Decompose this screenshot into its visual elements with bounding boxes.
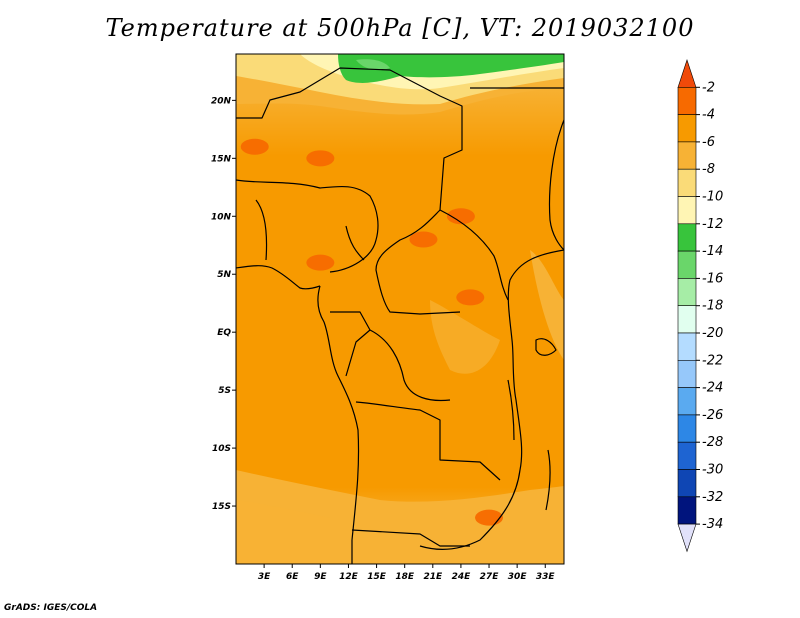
lon-tick-label: 6E xyxy=(286,572,299,582)
colorbar-label: -4 xyxy=(702,108,715,123)
lat-tick-label: 10S xyxy=(212,444,231,454)
border-drc xyxy=(369,329,451,402)
colorbar-label: -18 xyxy=(702,299,723,314)
lon-tick-label: 24E xyxy=(452,572,472,582)
lake-victoria xyxy=(535,338,557,356)
border-south xyxy=(351,529,470,547)
warm-spot xyxy=(446,208,475,225)
band-southwest xyxy=(236,500,330,564)
warm-spot xyxy=(456,289,485,306)
lat-tick-label: 15S xyxy=(212,502,231,512)
warm-spot xyxy=(306,254,335,271)
border-sudan xyxy=(439,209,509,301)
colorbar-box xyxy=(677,441,697,470)
lat-tick-label: 10N xyxy=(211,212,232,222)
colorbar-box xyxy=(677,387,697,416)
band-minus14 xyxy=(338,54,564,83)
colorbar-labels: -2 -4 -6 -8 -10 -12 -14 -16 -18 -20 -22 -24 -26 -28 -3… xyxy=(696,80,723,532)
band-central-minus8 xyxy=(430,300,500,374)
colorbar-label: -16 xyxy=(702,271,723,286)
border-benin xyxy=(255,199,268,261)
lat-tick-label: 20N xyxy=(211,96,232,106)
border-north xyxy=(236,67,463,211)
warm-anomalies xyxy=(240,138,504,526)
lon-tick-label: 15E xyxy=(367,572,387,582)
colorbar-label: -2 xyxy=(702,80,715,95)
colorbar-box xyxy=(677,141,697,170)
border-east xyxy=(419,249,564,550)
colorbar-box xyxy=(677,305,697,334)
colorbar-label: -28 xyxy=(702,435,723,450)
lat-tick-label: 5N xyxy=(217,270,231,280)
lat-tick-label: 5S xyxy=(218,386,231,396)
colorbar-label: -22 xyxy=(702,353,723,368)
lat-tick-label: EQ xyxy=(217,328,231,338)
colorbar-label: -8 xyxy=(702,162,715,177)
coastline-red-sea xyxy=(548,119,564,251)
coastline-gulf-of-guinea xyxy=(236,265,321,290)
colorbar-box xyxy=(677,359,697,388)
border-cameroon xyxy=(345,225,365,261)
lon-tick-label: 30E xyxy=(508,572,528,582)
lon-tick-label: 9E xyxy=(314,572,327,582)
colorbar-label: -34 xyxy=(702,517,723,532)
colorbar-box xyxy=(677,414,697,443)
colorbar-label: -30 xyxy=(702,463,723,478)
border-car xyxy=(375,209,461,315)
lon-tick-label: 3E xyxy=(258,572,271,582)
colorbar-box xyxy=(677,469,697,498)
colorbar-label: -14 xyxy=(702,244,723,259)
colorbar-box xyxy=(677,250,697,279)
colorbar-label: -32 xyxy=(702,490,723,505)
colorbar-boxes xyxy=(677,59,697,553)
colorbar-label: -10 xyxy=(702,190,723,205)
longitude-axis: 3E 6E 9E 12E 15E 18E 21E 24E 27E 30E 33E xyxy=(258,564,556,582)
warm-spot xyxy=(409,231,438,248)
colorbar-box xyxy=(677,278,697,306)
colorbar-box xyxy=(677,168,697,197)
colorbar-bottom-triangle xyxy=(677,523,697,553)
border-angola xyxy=(355,401,501,481)
chart-title: Temperature at 500hPa [C], VT: 201903210… xyxy=(105,14,695,42)
lon-tick-label: 12E xyxy=(339,572,359,582)
latitude-axis: 20N 15N 10N 5N EQ 5S 10S 15S xyxy=(211,96,236,512)
grads-credit: GrADS: IGES/COLA xyxy=(4,603,98,613)
colorbar-label: -26 xyxy=(702,408,723,423)
lon-tick-label: 21E xyxy=(423,572,443,582)
lon-tick-label: 18E xyxy=(395,572,415,582)
lake-malawi xyxy=(545,449,551,511)
colorbar-label: -20 xyxy=(702,326,723,341)
colorbar-label: -6 xyxy=(702,135,715,150)
colorbar-top-triangle xyxy=(677,59,697,88)
colorbar-box xyxy=(677,496,697,525)
colorbar-label: -24 xyxy=(702,381,723,396)
border-sahel xyxy=(236,179,379,273)
colorbar-box xyxy=(677,196,697,225)
lake-tanganyika xyxy=(507,379,515,441)
coastline-west-central xyxy=(317,285,360,564)
colorbar-box xyxy=(677,332,697,361)
lon-tick-label: 27E xyxy=(480,572,500,582)
colorbar-box xyxy=(677,114,697,143)
coastlines-borders xyxy=(236,67,564,564)
plot-frame xyxy=(235,53,565,565)
warm-spot xyxy=(306,150,335,167)
band-minus16 xyxy=(356,59,390,70)
lon-tick-label: 33E xyxy=(536,572,556,582)
band-east-minus8 xyxy=(530,250,564,360)
colorbar-box xyxy=(677,223,697,252)
colorbar-label: -12 xyxy=(702,217,723,232)
lat-tick-label: 15N xyxy=(211,154,232,164)
colorbar-box xyxy=(677,87,697,115)
warm-spot xyxy=(240,138,269,155)
